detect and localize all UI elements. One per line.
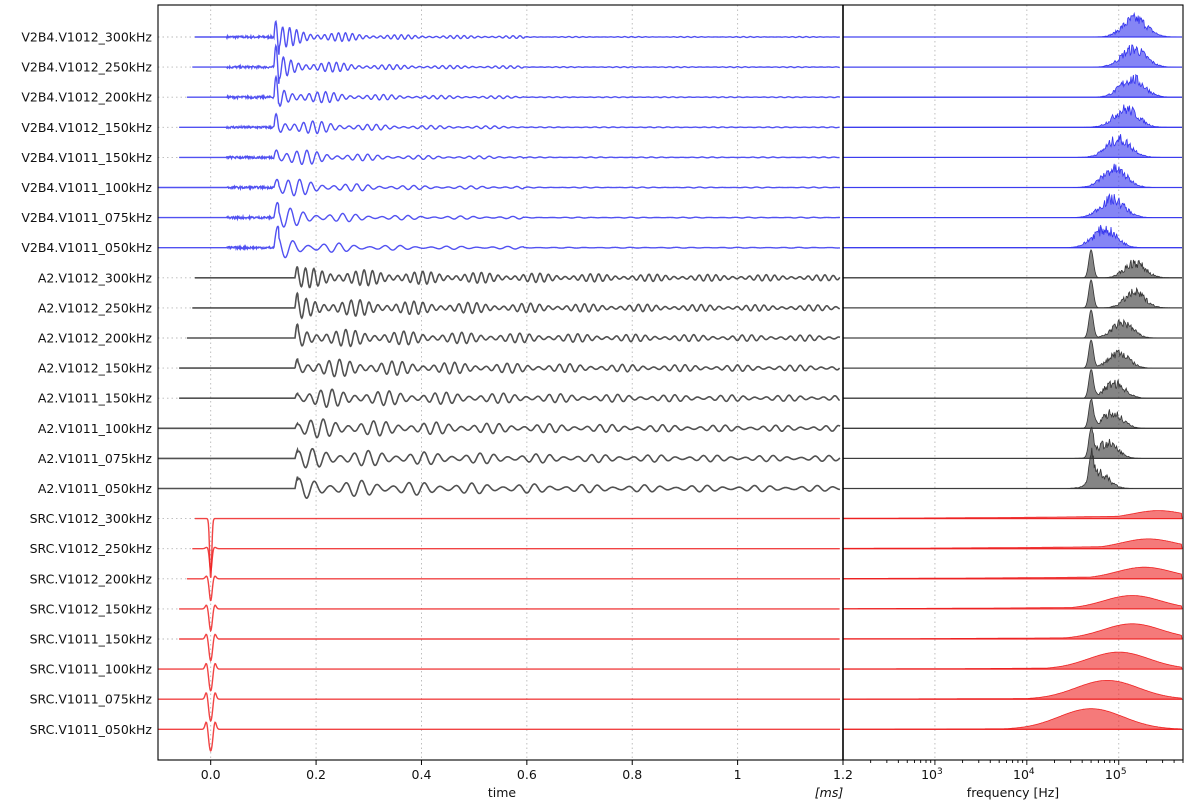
waveform-trace <box>158 418 841 439</box>
tick-labels: 0.0 0.2 0.4 0.6 0.8 1 1.2 103 104 105 <box>201 760 1184 782</box>
time-unit-label: [ms] <box>815 785 844 800</box>
frequency-tick-label: 104 <box>1013 767 1035 782</box>
waveform-trace <box>179 604 840 633</box>
trace-label: V2B4.V1011_100kHz <box>21 180 152 195</box>
trace-label: SRC.V1011_075kHz <box>30 692 153 707</box>
time-tick-label: 0.2 <box>306 767 326 782</box>
trace-label: SRC.V1012_250kHz <box>30 541 153 556</box>
spectrum-trace <box>843 279 1182 309</box>
waveform-trace <box>192 291 841 320</box>
time-axis-label: time <box>488 785 517 800</box>
waveform-trace <box>187 74 841 108</box>
waveform-trace <box>179 388 841 408</box>
trace-label: V2B4.V1012_250kHz <box>21 60 152 75</box>
waveform-trace <box>158 201 840 228</box>
trace-label: SRC.V1011_100kHz <box>30 662 153 677</box>
time-tick-label: 0.6 <box>517 767 537 782</box>
waveform-trace <box>158 476 841 500</box>
waveform-trace <box>158 692 840 722</box>
trace-label: SRC.V1011_050kHz <box>30 722 153 737</box>
spectrum-trace <box>842 510 1183 519</box>
trace-label: V2B4.V1012_200kHz <box>21 90 152 105</box>
spectrum-trace <box>843 73 1182 98</box>
trace-label: A2.V1012_300kHz <box>38 270 153 285</box>
waveform-trace <box>194 517 840 578</box>
spectrum-trace <box>842 538 1183 550</box>
trace-label: SRC.V1012_150kHz <box>30 601 153 616</box>
trace-label: A2.V1011_075kHz <box>38 451 153 466</box>
waveform-trace <box>179 149 840 165</box>
spectrum-trace <box>842 651 1183 670</box>
trace-label: A2.V1011_050kHz <box>38 481 153 496</box>
spectrum-trace <box>843 309 1182 339</box>
waveform-trace <box>158 446 841 469</box>
time-tick-label: 1.2 <box>833 767 853 782</box>
waveform-trace <box>194 19 841 55</box>
waveform-trace <box>194 266 841 289</box>
trace-label: SRC.V1012_300kHz <box>30 511 153 526</box>
trace-label: SRC.V1012_200kHz <box>30 571 153 586</box>
trace-label: V2B4.V1012_300kHz <box>21 30 152 45</box>
spectrum-trace <box>842 708 1184 730</box>
spectrum-trace <box>843 426 1182 459</box>
trace-label: V2B4.V1011_050kHz <box>21 240 152 255</box>
plot-border <box>157 4 1184 761</box>
trace-layer <box>158 11 1184 752</box>
spectrum-trace <box>843 369 1182 399</box>
frequency-tick-label: 103 <box>921 767 943 782</box>
spectrum-trace <box>843 248 1182 279</box>
spectrum-trace <box>843 447 1182 489</box>
trace-label: A2.V1012_250kHz <box>38 300 153 315</box>
waveform-trace <box>179 633 840 662</box>
spectrum-trace <box>843 163 1182 188</box>
axes-frame <box>157 4 1184 761</box>
waveform-trace <box>187 575 840 602</box>
spectrum-trace <box>842 623 1183 640</box>
spectrum-trace <box>843 104 1182 128</box>
trace-label: A2.V1011_100kHz <box>38 421 153 436</box>
trace-labels: V2B4.V1012_300kHz V2B4.V1012_250kHz V2B4.V… <box>21 30 152 737</box>
frequency-tick-label: 105 <box>1105 767 1127 782</box>
time-tick-label: 0.0 <box>201 767 221 782</box>
trace-label: A2.V1011_150kHz <box>38 391 153 406</box>
frequency-axis-label: frequency [Hz] <box>967 785 1059 800</box>
spectrum-trace <box>842 595 1183 610</box>
trace-label: V2B4.V1012_150kHz <box>21 120 152 135</box>
spectrum-trace <box>843 133 1182 158</box>
time-tick-label: 1 <box>734 767 742 782</box>
spectrum-trace <box>843 339 1182 369</box>
time-tick-label: 0.4 <box>412 767 432 782</box>
waveform-trace <box>187 323 841 348</box>
waveform-trace <box>192 43 840 84</box>
trace-label: V2B4.V1011_075kHz <box>21 210 152 225</box>
waveform-trace <box>158 178 840 197</box>
trace-label: SRC.V1011_150kHz <box>30 632 153 647</box>
spectrum-trace <box>842 566 1183 580</box>
spectrum-trace <box>843 44 1182 68</box>
waveform-trace <box>158 721 840 752</box>
spectrum-trace <box>843 398 1182 429</box>
waveform-trace <box>158 662 840 692</box>
trace-label: A2.V1012_150kHz <box>38 361 153 376</box>
spectrum-trace <box>843 224 1182 249</box>
waveform-trace <box>179 112 840 135</box>
waveform-trace <box>179 357 841 378</box>
spectrum-trace <box>842 680 1183 700</box>
time-tick-label: 0.8 <box>622 767 642 782</box>
spectrum-trace <box>843 11 1182 38</box>
spectrum-trace <box>843 192 1182 218</box>
waveform-trace <box>192 546 840 574</box>
trace-label: A2.V1012_200kHz <box>38 331 153 346</box>
trace-label: V2B4.V1011_150kHz <box>21 150 152 165</box>
waveform-trace <box>158 225 841 259</box>
grid-lines <box>158 5 1120 760</box>
